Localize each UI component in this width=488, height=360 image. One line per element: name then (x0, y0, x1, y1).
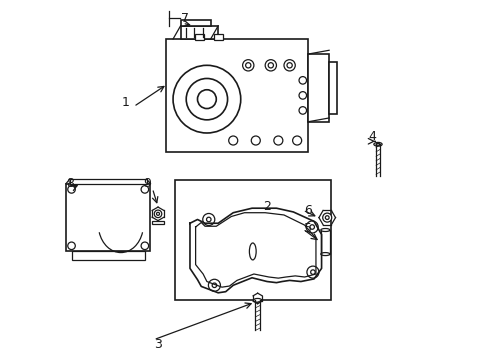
Bar (308, 54, 328, 122)
Bar (328, 62, 336, 114)
Circle shape (197, 90, 216, 109)
Text: 4: 4 (367, 130, 375, 143)
Circle shape (141, 242, 148, 249)
Bar (71, 251, 144, 260)
Circle shape (228, 136, 237, 145)
Ellipse shape (375, 143, 379, 145)
Bar (213, 34, 222, 40)
Bar (320, 230, 329, 254)
Circle shape (206, 217, 211, 222)
Circle shape (245, 63, 250, 68)
Ellipse shape (253, 298, 261, 302)
Circle shape (273, 136, 282, 145)
Text: 6: 6 (304, 204, 312, 217)
Text: 5: 5 (304, 222, 312, 235)
Bar (180, 26, 218, 39)
Circle shape (141, 186, 148, 193)
Bar (66, 184, 150, 251)
Bar (152, 221, 163, 224)
Bar (165, 39, 308, 152)
Circle shape (292, 136, 301, 145)
Text: 1: 1 (122, 96, 130, 109)
Circle shape (325, 216, 328, 220)
Circle shape (173, 65, 240, 133)
Circle shape (306, 266, 318, 278)
Circle shape (264, 60, 276, 71)
Circle shape (156, 212, 159, 215)
Ellipse shape (320, 253, 329, 256)
Circle shape (298, 107, 306, 114)
Circle shape (305, 221, 318, 233)
Text: 9: 9 (142, 177, 150, 190)
Text: 2: 2 (263, 200, 270, 213)
Circle shape (208, 279, 220, 291)
Bar (194, 34, 203, 40)
Circle shape (68, 186, 75, 193)
Text: 7: 7 (181, 12, 189, 25)
Circle shape (267, 63, 273, 68)
Ellipse shape (320, 229, 329, 231)
Circle shape (298, 92, 306, 99)
Bar (180, 20, 210, 26)
Circle shape (298, 77, 306, 84)
Circle shape (242, 60, 253, 71)
Circle shape (186, 78, 227, 120)
Circle shape (310, 270, 315, 274)
Circle shape (309, 225, 314, 229)
Circle shape (203, 213, 214, 225)
Circle shape (284, 60, 295, 71)
Circle shape (286, 63, 292, 68)
Circle shape (322, 213, 331, 222)
Bar (69, 179, 146, 184)
Text: 3: 3 (154, 338, 162, 351)
Ellipse shape (373, 143, 381, 146)
Circle shape (68, 242, 75, 249)
Circle shape (154, 210, 162, 217)
Ellipse shape (249, 243, 256, 260)
Circle shape (251, 136, 260, 145)
Circle shape (212, 283, 216, 288)
Text: 8: 8 (65, 177, 74, 190)
Bar (175, 180, 330, 300)
